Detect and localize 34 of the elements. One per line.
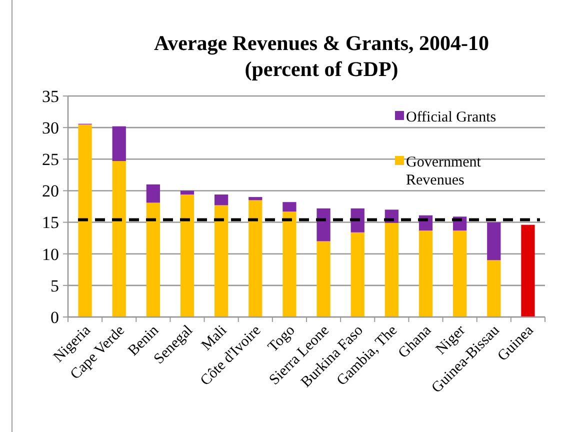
bar bbox=[112, 161, 126, 317]
bar bbox=[282, 212, 296, 317]
y-tick-label: 5 bbox=[50, 276, 59, 296]
y-tick-label: 0 bbox=[50, 308, 59, 327]
bar bbox=[316, 208, 330, 242]
y-tick-label: 25 bbox=[42, 150, 59, 170]
y-tick-label: 30 bbox=[42, 118, 59, 138]
y-tick-label: 20 bbox=[42, 182, 59, 201]
bar bbox=[112, 126, 126, 162]
bar bbox=[146, 202, 160, 317]
bar bbox=[316, 241, 330, 317]
bar bbox=[248, 200, 262, 317]
bar bbox=[350, 232, 364, 317]
bar bbox=[146, 184, 160, 203]
bar bbox=[487, 222, 501, 260]
bar bbox=[78, 124, 92, 317]
bar bbox=[248, 197, 262, 200]
bar bbox=[180, 190, 194, 195]
bar bbox=[453, 230, 467, 317]
bar bbox=[180, 194, 194, 317]
legend-label: Government Revenues bbox=[406, 154, 482, 188]
y-tick-label: 15 bbox=[42, 213, 59, 232]
bar bbox=[214, 194, 228, 206]
bar bbox=[487, 260, 501, 317]
chart-title: Average Revenues & Grants, 2004-10 (percent of GDP) bbox=[154, 31, 489, 81]
y-tick-label: 35 bbox=[42, 86, 59, 106]
y-tick-label: 10 bbox=[42, 244, 59, 264]
bar bbox=[282, 202, 296, 212]
bar bbox=[214, 205, 228, 317]
bar bbox=[521, 224, 535, 317]
legend-label: Official Grants bbox=[406, 109, 496, 126]
bar bbox=[350, 208, 364, 232]
bar bbox=[384, 222, 398, 317]
bar bbox=[418, 230, 433, 317]
